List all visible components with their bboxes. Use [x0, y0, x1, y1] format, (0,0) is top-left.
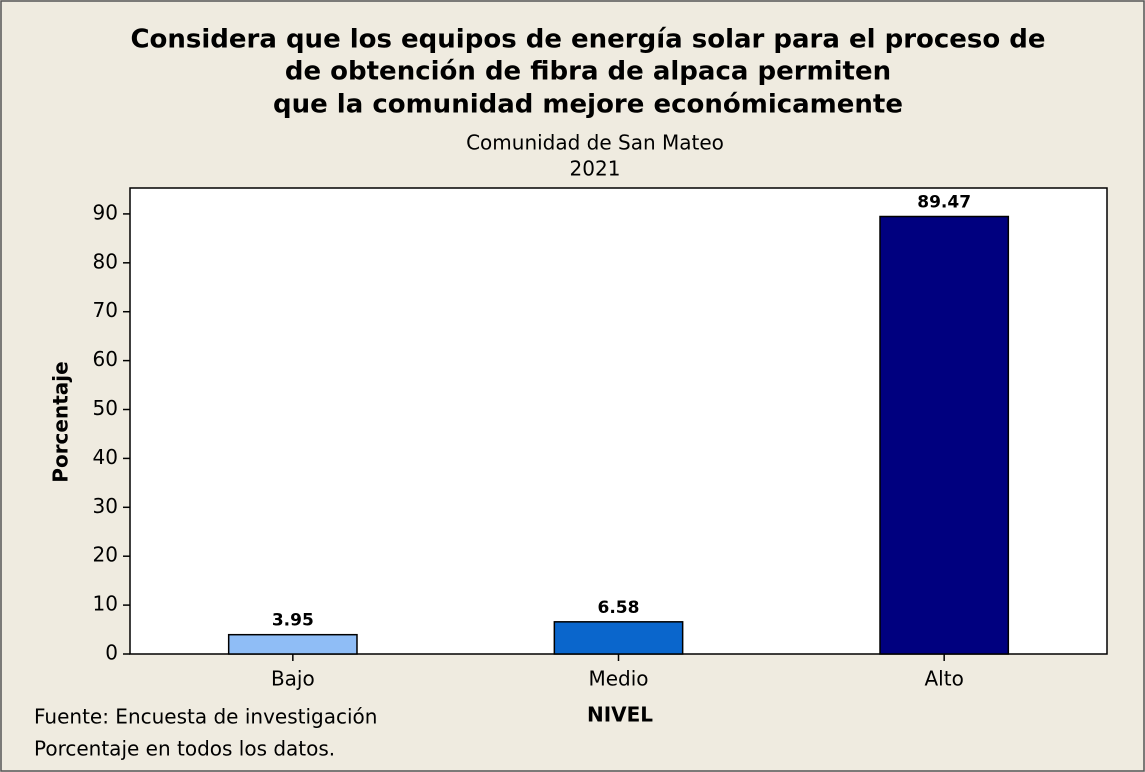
- bar: [553, 621, 684, 655]
- y-axis-label: Porcentaje: [49, 361, 73, 482]
- x-axis-label: NIVEL: [587, 703, 653, 727]
- x-tick-label: Bajo: [271, 667, 315, 691]
- subtitle: Comunidad de San Mateo: [466, 131, 724, 155]
- y-tick-label: 40: [93, 445, 118, 469]
- data-label: 6.58: [598, 598, 640, 618]
- x-tick-label: Medio: [588, 667, 648, 691]
- chart-title: que la comunidad mejore económicamente: [273, 90, 903, 120]
- x-tick-label: Alto: [925, 667, 964, 691]
- y-tick-label: 0: [105, 641, 118, 665]
- bar: [879, 215, 1010, 655]
- chart-title: de obtención de fibra de alpaca permiten: [285, 57, 891, 87]
- footnote: Fuente: Encuesta de investigación: [34, 705, 377, 729]
- footnote: Porcentaje en todos los datos.: [34, 737, 335, 761]
- y-tick-label: 20: [93, 543, 118, 567]
- y-tick-label: 80: [93, 249, 118, 273]
- chart-title: Considera que los equipos de energía sol…: [130, 25, 1045, 55]
- y-tick-label: 50: [93, 396, 118, 420]
- y-tick-label: 90: [93, 200, 118, 224]
- data-label: 89.47: [917, 193, 971, 213]
- y-tick-label: 10: [93, 592, 118, 616]
- bar: [227, 633, 358, 655]
- y-tick-label: 30: [93, 494, 118, 518]
- y-tick-label: 70: [93, 298, 118, 322]
- data-label: 3.95: [272, 611, 314, 631]
- subtitle: 2021: [570, 157, 621, 181]
- y-tick-label: 60: [93, 347, 118, 371]
